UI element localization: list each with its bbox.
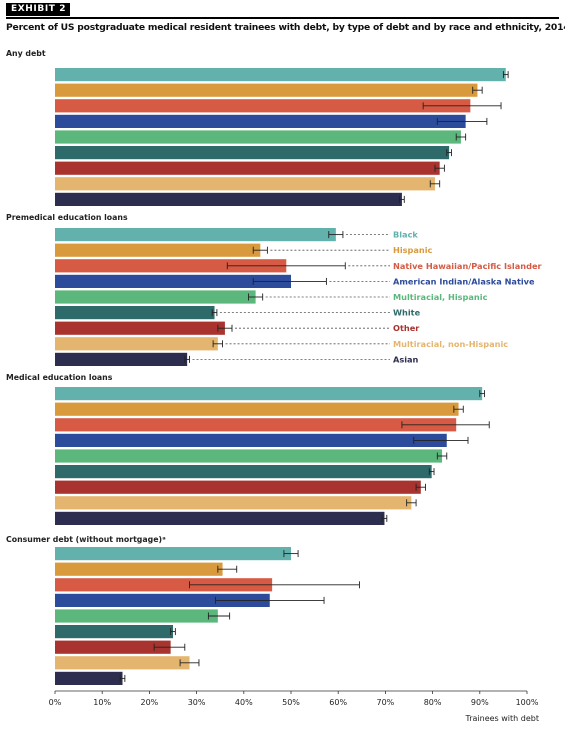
bar [55, 593, 270, 607]
exhibit-badge [6, 3, 70, 16]
panel-title: Premedical education loans [6, 213, 128, 222]
bar [55, 511, 385, 525]
x-tick-label: 90% [471, 698, 489, 707]
bar [55, 161, 440, 175]
bar [55, 259, 287, 273]
bar [55, 177, 435, 191]
bar [55, 114, 466, 128]
bar [55, 243, 261, 257]
x-tick-label: 70% [377, 698, 395, 707]
bar [55, 433, 447, 447]
x-tick-label: 20% [141, 698, 159, 707]
bar [55, 547, 291, 561]
x-tick-label: 40% [235, 698, 253, 707]
bar [55, 192, 402, 206]
bar [55, 337, 218, 351]
series-label: Hispanic [393, 245, 433, 255]
bar [55, 640, 171, 654]
bar [55, 578, 273, 592]
x-tick-label: 80% [424, 698, 442, 707]
panel-title: Consumer debt (without mortgage)ᵃ [6, 535, 166, 544]
series-label: White [393, 308, 421, 318]
exhibit-label: EXHIBIT 2 [11, 4, 67, 14]
bar [55, 321, 225, 335]
series-label: Asian [393, 354, 419, 364]
title-rule [6, 17, 559, 19]
series-label: Native Hawaiian/Pacific Islander [393, 261, 542, 271]
bar [55, 387, 483, 401]
series-label: Multiracial, Hispanic [393, 292, 488, 302]
bar [55, 671, 123, 685]
bar [55, 480, 421, 494]
bar [55, 83, 478, 97]
bar [55, 274, 291, 288]
bar [55, 465, 432, 479]
bar [55, 496, 412, 510]
x-tick-label: 50% [282, 698, 300, 707]
bar [55, 99, 471, 113]
bar [55, 402, 459, 416]
bar [55, 130, 461, 144]
bar [55, 609, 218, 623]
x-tick-label: 60% [329, 698, 347, 707]
bar [55, 562, 223, 576]
series-label: American Indian/Alaska Native [393, 276, 535, 286]
bar [55, 146, 450, 160]
bar [55, 228, 336, 242]
bar [55, 352, 188, 366]
x-tick-label: 10% [93, 698, 111, 707]
panel-title: Medical education loans [6, 373, 113, 382]
series-label: Black [393, 230, 418, 240]
panel-title: Any debt [6, 49, 46, 58]
chart-title: Percent of US postgraduate medical resid… [6, 22, 565, 33]
bar [55, 306, 215, 320]
series-label: Multiracial, non-Hispanic [393, 339, 508, 349]
x-tick-label: 0% [49, 698, 62, 707]
bar [55, 656, 190, 670]
bar [55, 418, 457, 432]
bar [55, 449, 443, 463]
bar [55, 290, 256, 304]
x-tick-label: 100% [516, 698, 539, 707]
bar [55, 68, 506, 82]
x-axis-title: Trainees with debt [465, 714, 539, 723]
x-tick-label: 30% [188, 698, 206, 707]
series-label: Other [393, 323, 420, 333]
bar [55, 625, 173, 639]
